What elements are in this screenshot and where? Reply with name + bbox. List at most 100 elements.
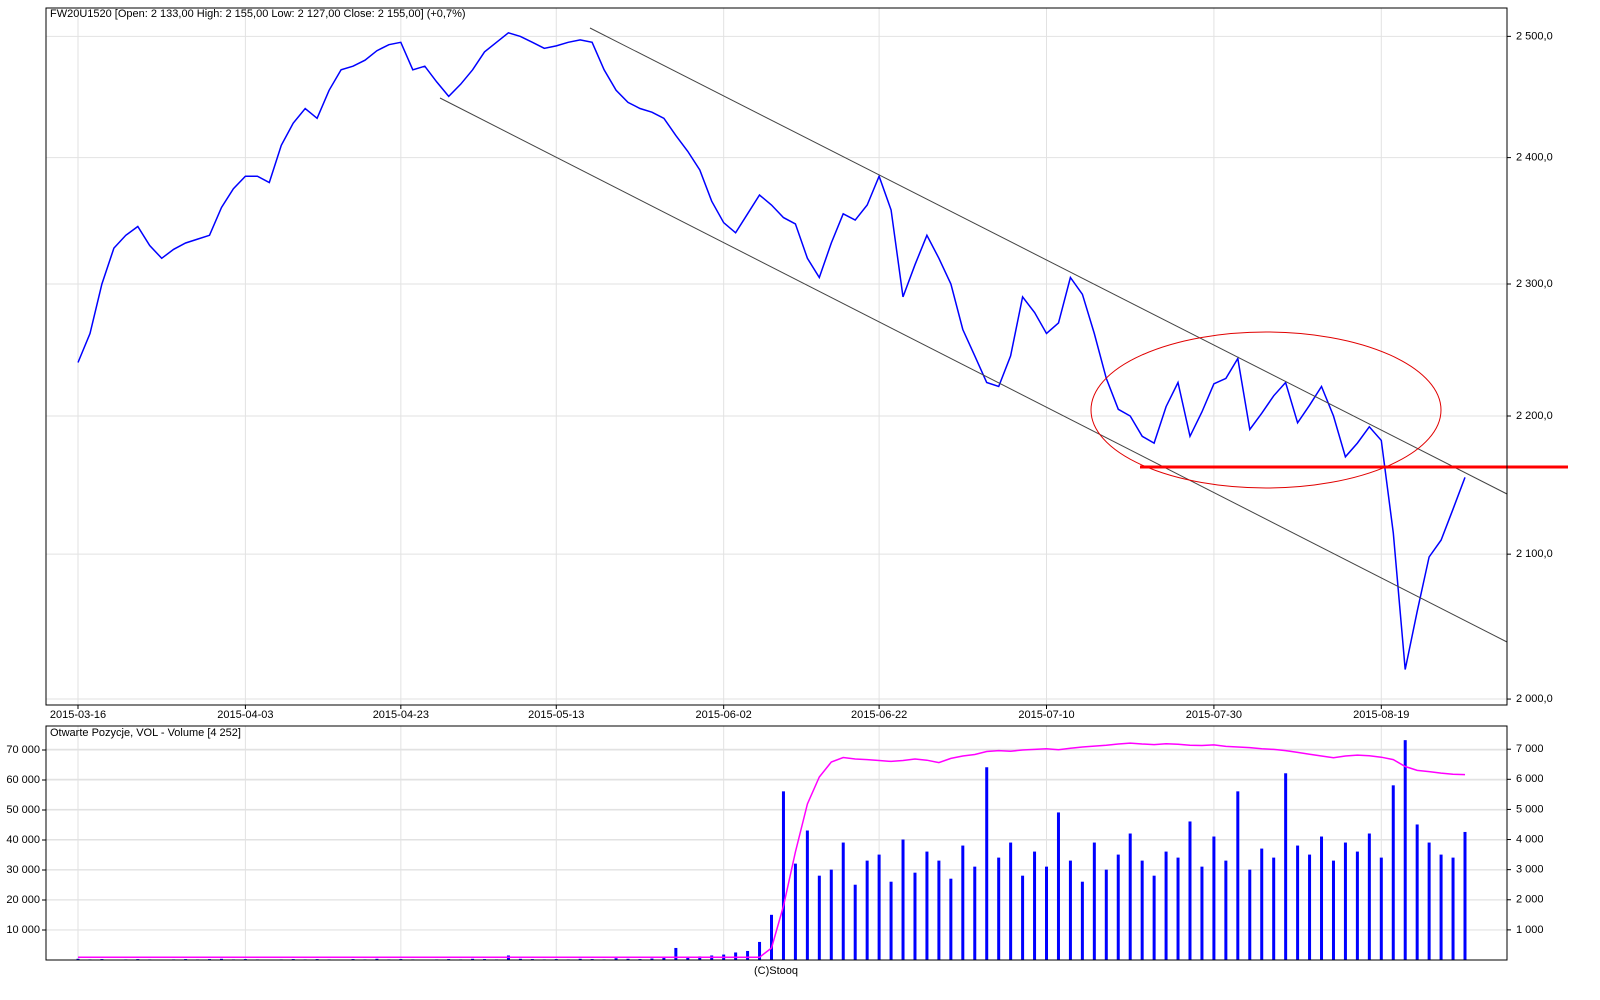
volume-bar [1080,881,1084,960]
volume-bar [1248,869,1252,960]
volume-bar [1343,842,1347,960]
volume-bar [1164,851,1168,960]
volume-bar [1296,845,1300,960]
volume-bar [1128,833,1132,960]
volume-bar [626,958,630,960]
y-tick-label: 2 300,0 [1516,278,1553,290]
volume-bar [1320,836,1324,960]
y-tick-label: 20 000 [6,894,40,906]
x-tick-label: 2015-06-22 [851,709,907,721]
volume-bar [1224,860,1228,960]
volume-bar [746,950,750,960]
price-title: FW20U1520 [Open: 2 133,00 High: 2 155,00… [50,8,466,20]
volume-bar [937,860,941,960]
volume-bar [375,958,379,960]
volume-bar [817,875,821,960]
y-tick-label: 1 000 [1516,924,1544,936]
volume-bar [686,957,690,960]
volume-bar [1367,833,1371,960]
y-tick-label: 3 000 [1516,864,1544,876]
y-tick-label: 30 000 [6,864,40,876]
volume-bar [1331,860,1335,960]
y-tick-label: 70 000 [6,744,40,756]
volume-bar [793,863,797,960]
volume-bar [518,958,522,960]
x-tick-label: 2015-07-30 [1186,709,1242,721]
y-tick-label: 50 000 [6,804,40,816]
y-tick-label: 2 500,0 [1516,30,1553,42]
y-tick-label: 2 100,0 [1516,548,1553,560]
volume-bar [961,845,965,960]
y-tick-label: 10 000 [6,924,40,936]
channel-upper [589,27,1508,495]
volume-bar [1188,821,1192,960]
volume-bar [1104,869,1108,960]
volume-bar [471,958,475,960]
volume-bar [1068,860,1072,960]
volume-bar [770,914,773,960]
x-tick-label: 2015-07-10 [1018,709,1074,721]
volume-bar [1439,854,1443,960]
series-line [78,742,1466,959]
volume-bar [1212,836,1216,960]
volume-bar [1415,824,1419,960]
volume-bar [1152,875,1156,960]
volume-bar [1379,857,1383,960]
y-tick-label: 40 000 [6,834,40,846]
volume-bar [913,872,917,960]
volume-bar [865,860,869,960]
volume-bar [841,842,845,960]
volume-bar [805,830,809,960]
volume-bar [1021,875,1025,960]
volume-bar [614,958,618,960]
volume-bar [734,952,738,960]
highlight-ellipse [1090,331,1442,489]
y-tick-label: 60 000 [6,774,40,786]
volume-bar [889,881,893,960]
x-tick-label: 2015-04-03 [217,709,273,721]
volume-title: Otwarte Pozycje, VOL - Volume [4 252] [50,727,241,739]
volume-bar [1009,842,1013,960]
volume-bar [1045,866,1049,960]
volume-bar [901,839,905,960]
volume-bar [925,851,929,960]
volume-bar [877,854,881,960]
layers: 2015-03-16 2015-04-03 2015-04-23 2015-05-13… [6,8,1553,960]
volume-bar [1272,857,1276,960]
y-tick-label: 2 400,0 [1516,152,1553,164]
volume-bar [698,956,702,960]
volume-bar [1284,773,1288,960]
y-tick-label: 2 000 [1516,894,1544,906]
y-tick-label: 5 000 [1516,803,1544,815]
x-tick-label: 2015-03-16 [50,709,106,721]
volume-bar [674,947,678,960]
volume-bar [76,958,80,960]
volume-bar [650,958,654,960]
x-tick-label: 2015-04-23 [373,709,429,721]
volume-bar [1200,866,1204,960]
volume-bar [1236,791,1240,960]
x-tick-label: 2015-05-13 [528,709,584,721]
volume-bar [949,878,953,960]
volume-bar [662,957,666,960]
y-tick-label: 2 200,0 [1516,410,1553,422]
volume-bar [1056,812,1060,960]
y-tick-label: 6 000 [1516,773,1544,785]
volume-bar [219,958,223,960]
volume-bar [829,869,833,960]
volume-bar [1355,851,1359,960]
volume-bar [578,958,582,960]
volume-bar [1308,854,1312,960]
volume-bar [1116,854,1120,960]
x-tick-label: 2015-08-19 [1353,709,1409,721]
volume-bar [973,866,977,960]
volume-bar [1260,848,1264,960]
volume-bar [853,884,857,960]
volume-bar [985,767,989,960]
volume-bar [1176,857,1180,960]
volume-bar [1451,857,1455,960]
volume-bar [1092,842,1096,960]
x-tick-label: 2015-06-02 [696,709,752,721]
